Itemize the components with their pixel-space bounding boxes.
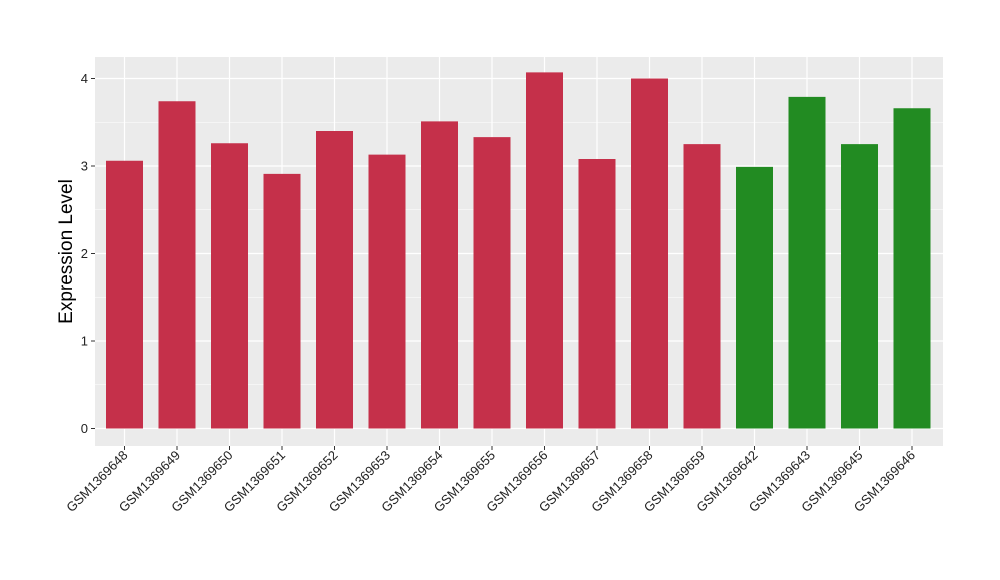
x-axis: GSM1369648GSM1369649GSM1369650GSM1369651… xyxy=(63,446,918,515)
bar xyxy=(683,144,721,429)
bar xyxy=(578,159,616,429)
y-tick-label: 1 xyxy=(81,334,88,349)
bar xyxy=(263,173,301,429)
bar xyxy=(736,166,773,429)
bar xyxy=(421,121,458,429)
bar xyxy=(316,131,353,429)
bar xyxy=(211,143,248,429)
y-tick-label: 0 xyxy=(81,421,88,436)
bar xyxy=(473,137,511,429)
y-tick-label: 4 xyxy=(81,71,88,86)
y-tick-label: 3 xyxy=(81,159,88,174)
bar xyxy=(106,160,143,429)
y-axis-title: Expression Level xyxy=(56,179,77,324)
bar xyxy=(158,101,196,429)
bars xyxy=(106,72,931,429)
y-tick-label: 2 xyxy=(81,246,88,261)
bar xyxy=(788,96,826,429)
bar xyxy=(841,144,878,429)
y-axis: 0 1 2 3 4 xyxy=(81,71,95,436)
bar xyxy=(368,154,406,429)
bar xyxy=(526,72,563,429)
bar xyxy=(631,78,668,429)
bar xyxy=(893,108,931,429)
